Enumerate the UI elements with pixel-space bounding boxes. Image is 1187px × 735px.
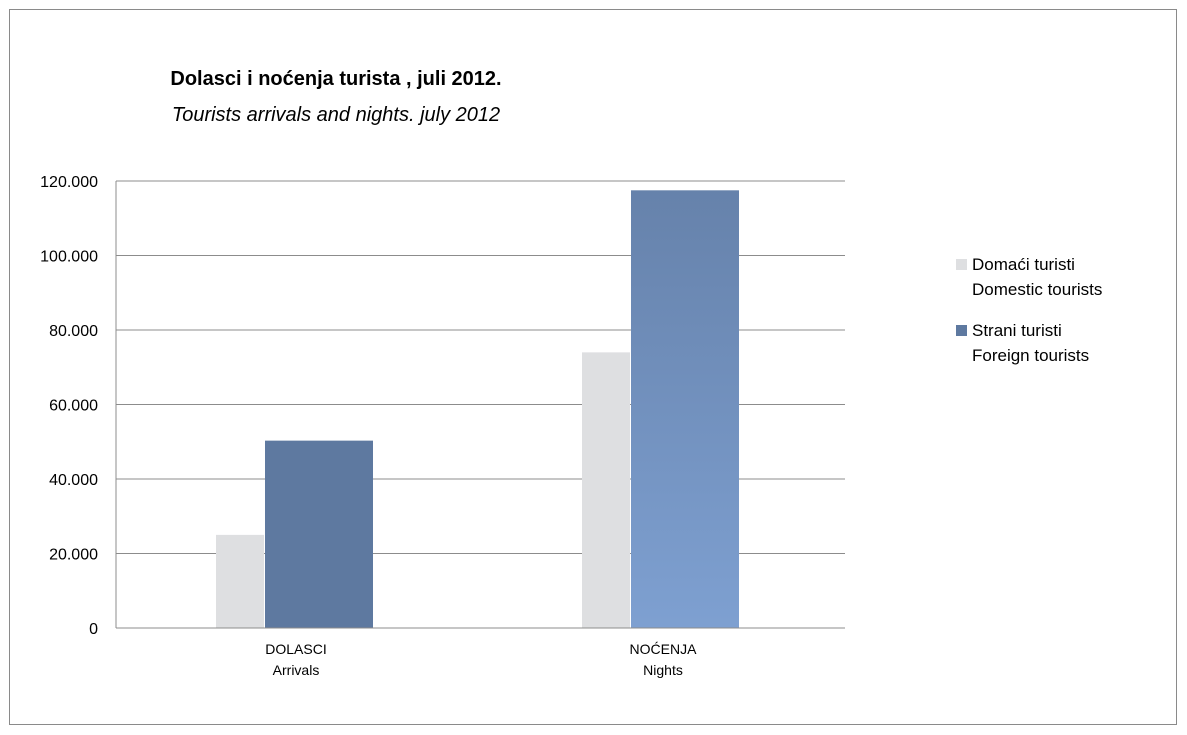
bars	[216, 190, 739, 629]
bar-foreign-1	[631, 190, 739, 628]
bar-domestic-0	[216, 534, 264, 628]
y-tick-label: 120.000	[40, 174, 98, 191]
legend-item-foreign: Strani turisti Foreign tourists	[956, 320, 1102, 368]
y-tick-label: 100.000	[40, 249, 98, 266]
bar-domestic-1	[582, 352, 630, 628]
y-tick-label: 0	[89, 621, 98, 638]
legend: Domaći turisti Domestic tourists Strani …	[956, 254, 1102, 386]
chart-subtitle: Tourists arrivals and nights. july 2012	[171, 104, 501, 126]
legend-label-foreign: Strani turisti	[972, 321, 1062, 340]
y-axis-ticks: 0 20.000 40.000 60.000 80.000 100.000 120.000	[40, 174, 98, 638]
legend-swatch-domestic	[956, 259, 967, 270]
y-tick-label: 20.000	[49, 547, 98, 564]
chart-title: Dolasci i noćenja turista , juli 2012.	[170, 68, 502, 90]
legend-label-domestic-en: Domestic tourists	[972, 280, 1103, 299]
legend-item-domestic: Domaći turisti Domestic tourists	[956, 254, 1102, 302]
legend-swatch-foreign	[956, 325, 967, 336]
x-tick-label: Nights	[643, 662, 683, 678]
x-axis-ticks: DOLASCI Arrivals NOĆENJA Nights	[265, 641, 697, 678]
x-tick-label: NOĆENJA	[630, 641, 698, 657]
y-tick-label: 60.000	[49, 398, 98, 415]
y-tick-label: 40.000	[49, 472, 98, 489]
x-tick-label: Arrivals	[273, 662, 320, 678]
bar-foreign-0	[265, 440, 373, 628]
y-tick-label: 80.000	[49, 323, 98, 340]
x-tick-label: DOLASCI	[265, 641, 326, 657]
legend-label-domestic: Domaći turisti	[972, 255, 1075, 274]
legend-label-foreign-en: Foreign tourists	[972, 346, 1090, 365]
